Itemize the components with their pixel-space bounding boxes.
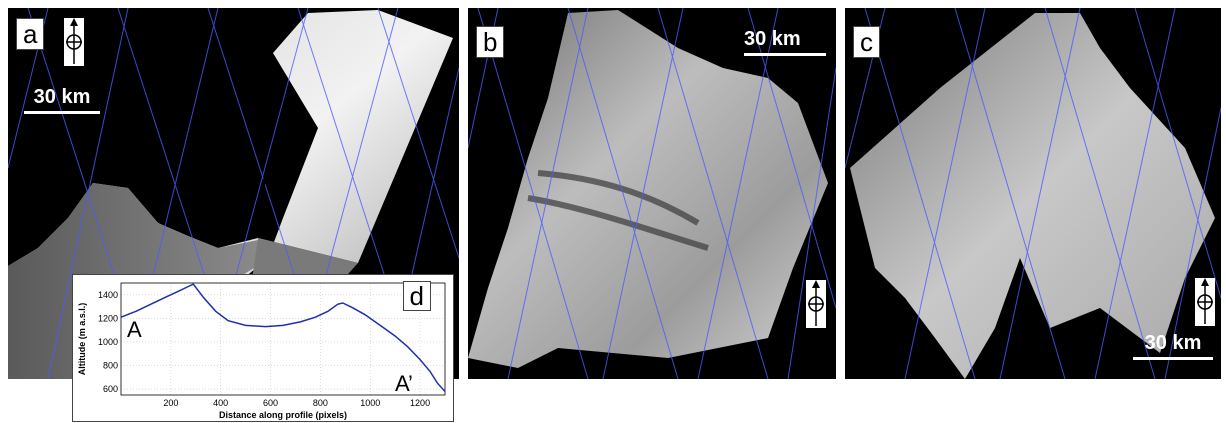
y-tick-label: 1200 bbox=[98, 313, 118, 323]
profile-chart-inset: 200 400 600 800 1000 1200 600 800 1000 1200 1400 D… bbox=[72, 274, 454, 422]
y-axis-title: Altitude (m a.s.l.) bbox=[77, 303, 87, 376]
panel-b-imagery bbox=[468, 8, 836, 379]
profile-start-label: A bbox=[262, 88, 279, 115]
series-line-profile bbox=[120, 283, 446, 393]
north-arrow-icon bbox=[64, 18, 84, 66]
x-tick-label: 1200 bbox=[410, 398, 430, 408]
scale-text-a: 30 km bbox=[33, 86, 91, 108]
x-tick-label: 1000 bbox=[360, 398, 380, 408]
y-tick-label: 800 bbox=[103, 361, 118, 371]
panel-c-imagery bbox=[845, 8, 1221, 379]
scale-bar-b: 30 km bbox=[744, 28, 826, 56]
x-tick-label: 600 bbox=[263, 398, 278, 408]
y-tick-label: 600 bbox=[103, 384, 118, 394]
panel-c: c 30 km bbox=[845, 8, 1221, 379]
panel-label-d: d bbox=[402, 281, 431, 311]
north-arrow-icon bbox=[1195, 278, 1215, 326]
north-arrow-icon bbox=[806, 280, 826, 328]
scale-bar-c: 30 km bbox=[1133, 332, 1213, 360]
x-axis-title: Distance along profile (pixels) bbox=[219, 410, 347, 420]
x-tick-label: 200 bbox=[163, 398, 178, 408]
chart-start-label: A bbox=[127, 317, 142, 342]
scale-text-c: 30 km bbox=[1144, 332, 1202, 354]
panel-b: b 30 km bbox=[468, 8, 836, 379]
scale-text-b: 30 km bbox=[744, 28, 801, 50]
chart-end-label: A’ bbox=[395, 371, 413, 396]
plot-frame bbox=[120, 282, 446, 396]
x-tick-label: 400 bbox=[213, 398, 228, 408]
chart-grid bbox=[121, 283, 445, 395]
y-tick-label: 1400 bbox=[98, 290, 118, 300]
chart-ticks: 200 400 600 800 1000 1200 600 800 1000 1200 1400 bbox=[98, 290, 430, 408]
scale-bar-a: 30 km bbox=[24, 86, 100, 114]
profile-line-a bbox=[246, 87, 292, 241]
panel-label-c: c bbox=[853, 26, 880, 58]
profile-end-label: A’ bbox=[220, 208, 240, 235]
panel-label-b: b bbox=[476, 26, 505, 58]
x-tick-label: 800 bbox=[313, 398, 328, 408]
panel-label-a: a bbox=[16, 18, 45, 50]
profile-chart: 200 400 600 800 1000 1200 600 800 1000 1200 1400 D… bbox=[77, 282, 446, 420]
y-tick-label: 1000 bbox=[98, 337, 118, 347]
